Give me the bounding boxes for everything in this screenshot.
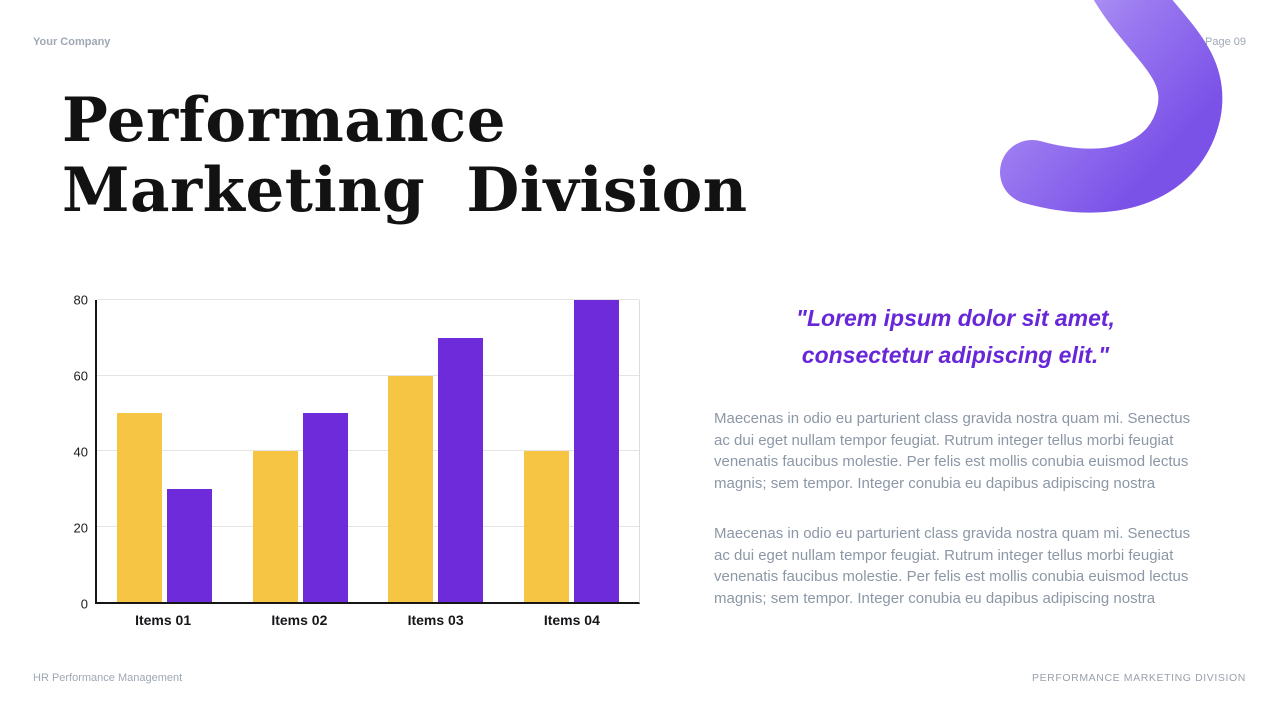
gridline <box>97 374 639 376</box>
y-tick-label: 40 <box>73 444 88 460</box>
gridline <box>97 525 639 527</box>
y-tick-label: 80 <box>73 292 88 308</box>
page-number: Page 09 <box>1205 36 1246 48</box>
chart-plot <box>95 299 640 604</box>
quote: "Lorem ipsum dolor sit amet, consectetur… <box>714 300 1197 374</box>
bar-group <box>97 300 233 602</box>
quote-line-2: consectetur adipiscing elit." <box>801 342 1110 368</box>
title-line-1: Performance <box>62 85 507 156</box>
x-tick-label: Items 01 <box>135 612 192 628</box>
text-column: "Lorem ipsum dolor sit amet, consectetur… <box>714 300 1197 609</box>
gridline <box>97 299 639 300</box>
gridline <box>97 450 639 451</box>
body-paragraph: Maecenas in odio eu parturient class gra… <box>714 525 1191 607</box>
x-tick-label: Items 02 <box>271 612 328 628</box>
slide-title: Performance Marketing Division <box>62 86 748 226</box>
bar-purple <box>167 488 213 602</box>
title-line-2: Marketing Division <box>62 155 748 226</box>
footer-right-text: PERFORMANCE MARKETING DIVISION <box>1031 672 1246 684</box>
y-tick-label: 0 <box>80 596 88 612</box>
bar-yellow <box>388 375 434 602</box>
chart-x-axis: Items 01 Items 02 Items 03 Items 04 <box>95 612 640 628</box>
bar-yellow <box>117 413 163 602</box>
x-tick-label: Items 03 <box>407 612 464 628</box>
bar-group <box>233 300 369 602</box>
bar-group <box>504 300 640 602</box>
footer-left-text: HR Performance Management <box>33 672 183 684</box>
header: Your Company Page 09 <box>33 36 1246 48</box>
y-tick-label: 60 <box>73 368 88 384</box>
bar-yellow <box>523 451 569 602</box>
bar-group <box>368 300 504 602</box>
bar-purple <box>302 413 348 602</box>
bar-chart: 0 20 40 60 80 Items 01 Items 02 Items 03 Items … <box>60 294 642 645</box>
footer: HR Performance Management PERFORMANCE MA… <box>33 672 1246 684</box>
decorative-ribbon-shape <box>1000 0 1223 213</box>
bar-yellow <box>252 451 298 602</box>
body-paragraph: Maecenas in odio eu parturient class gra… <box>714 410 1191 492</box>
company-name: Your Company <box>33 36 111 48</box>
chart-y-axis: 0 20 40 60 80 <box>60 294 88 611</box>
x-tick-label: Items 04 <box>543 612 600 628</box>
y-tick-label: 20 <box>73 520 88 536</box>
quote-line-1: "Lorem ipsum dolor sit amet, <box>796 305 1115 331</box>
bar-purple <box>438 337 484 602</box>
bar-purple <box>573 300 619 602</box>
